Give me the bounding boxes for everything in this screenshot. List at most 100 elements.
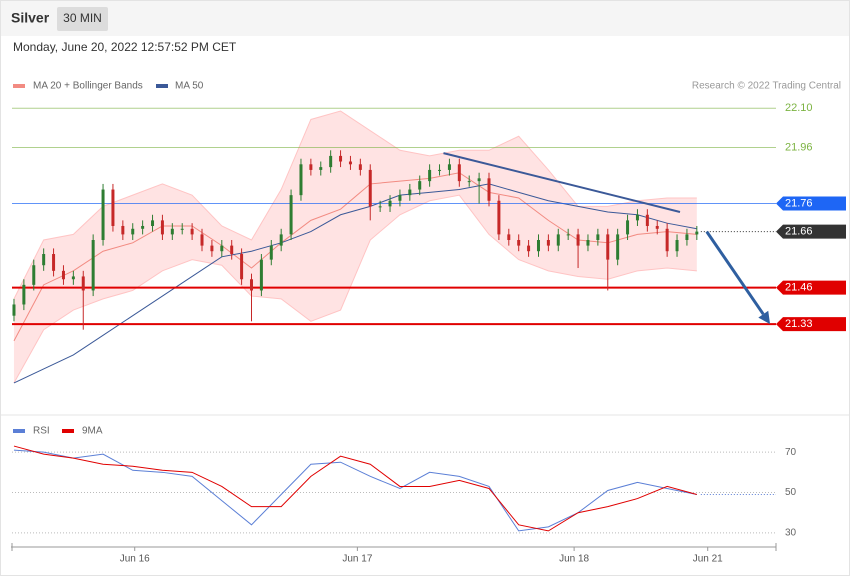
candle-body <box>81 276 85 291</box>
legend-swatch <box>13 429 25 433</box>
candle-body <box>151 220 155 226</box>
candle-body <box>200 234 204 246</box>
candle-body <box>180 228 184 230</box>
level-label: 21.33 <box>785 318 813 330</box>
credit: Research © 2022 Trading Central <box>692 81 841 92</box>
header-bar <box>1 1 849 36</box>
legend-swatch <box>13 84 25 88</box>
candle-body <box>22 284 26 305</box>
level-tag <box>776 224 846 239</box>
candle-body <box>220 245 224 252</box>
candle-body <box>695 231 699 235</box>
candle-body <box>576 234 580 246</box>
ma50-line <box>13 183 697 384</box>
interval: 30 MIN <box>63 11 102 25</box>
candle-body <box>131 228 135 235</box>
candle-body <box>170 228 174 235</box>
y-tick-label: 30 <box>785 528 797 539</box>
candle-body <box>378 206 382 208</box>
legend-swatch <box>62 429 74 433</box>
trendline <box>443 152 681 213</box>
y-tick-label: 50 <box>785 487 797 498</box>
candle-body <box>616 234 620 260</box>
x-tick-label: Jun 18 <box>559 554 589 565</box>
candle-body <box>586 240 590 246</box>
candle-body <box>319 167 323 170</box>
candle-body <box>61 270 65 280</box>
x-tick-label: Jun 17 <box>342 554 372 565</box>
level-label: 22.10 <box>785 102 813 114</box>
candle-body <box>467 181 471 183</box>
candle-body <box>388 200 392 207</box>
candle-body <box>477 178 481 182</box>
candle-body <box>546 240 550 246</box>
candle-body <box>348 161 352 165</box>
x-tick-label: Jun 16 <box>120 554 150 565</box>
level-label: 21.96 <box>785 141 813 153</box>
candle-body <box>497 200 501 235</box>
candle-body <box>635 214 639 221</box>
candle-body <box>457 164 461 182</box>
candle-body <box>556 234 560 246</box>
legend-label: RSI <box>33 426 50 437</box>
candle-body <box>339 155 343 162</box>
candle-body <box>299 164 303 196</box>
arrow-shaft <box>705 230 765 316</box>
bollinger-band <box>13 111 697 383</box>
candle-body <box>42 254 46 266</box>
candle-body <box>32 265 36 285</box>
rsi-line <box>13 445 697 532</box>
candle-body <box>665 228 669 252</box>
candle-body <box>358 164 362 170</box>
candle-body <box>289 195 293 235</box>
candle-body <box>279 234 283 246</box>
candle-body <box>259 259 263 291</box>
candle-body <box>418 181 422 190</box>
y-tick-label: 70 <box>785 447 797 458</box>
candle-body <box>52 254 56 271</box>
candle-body <box>685 234 689 240</box>
bollinger-upper <box>13 110 697 300</box>
candle-body <box>121 225 125 235</box>
candle-body <box>230 245 234 255</box>
legend-label: MA 50 <box>175 81 204 92</box>
x-tick-label: Jun 21 <box>693 554 723 565</box>
arrow-head <box>758 310 771 325</box>
candle-body <box>368 169 372 207</box>
candle-body <box>606 234 610 260</box>
candle-body <box>487 178 491 201</box>
level-label: 21.46 <box>785 282 813 294</box>
candle-body <box>240 254 244 280</box>
chart-title: Silver <box>11 10 50 26</box>
subtitle: Monday, June 20, 2022 12:57:52 PM CET <box>13 40 237 54</box>
candle-body <box>447 164 451 170</box>
candle-body <box>408 189 412 196</box>
level-tag <box>776 280 846 295</box>
level-label: 21.76 <box>785 197 813 209</box>
candle-body <box>309 164 313 170</box>
candle-body <box>329 155 333 168</box>
candle-body <box>655 225 659 229</box>
candle-body <box>160 220 164 235</box>
level-tag <box>776 196 846 211</box>
candle-body <box>517 240 521 246</box>
candle-body <box>675 240 679 252</box>
candle-body <box>507 234 511 240</box>
candle-body <box>141 225 145 229</box>
candle-body <box>566 234 570 236</box>
candle-body <box>12 304 16 316</box>
rsi-line <box>13 449 697 532</box>
candle-body <box>71 276 75 280</box>
candle-body <box>398 195 402 201</box>
level-tag <box>776 317 846 332</box>
bollinger-lower <box>13 194 697 384</box>
candle-body <box>438 169 442 171</box>
candle-body <box>210 245 214 252</box>
candle-body <box>527 245 531 252</box>
candle-body <box>596 234 600 240</box>
candle-body <box>249 279 253 291</box>
candle-body <box>111 189 115 226</box>
candle-body <box>645 214 649 226</box>
